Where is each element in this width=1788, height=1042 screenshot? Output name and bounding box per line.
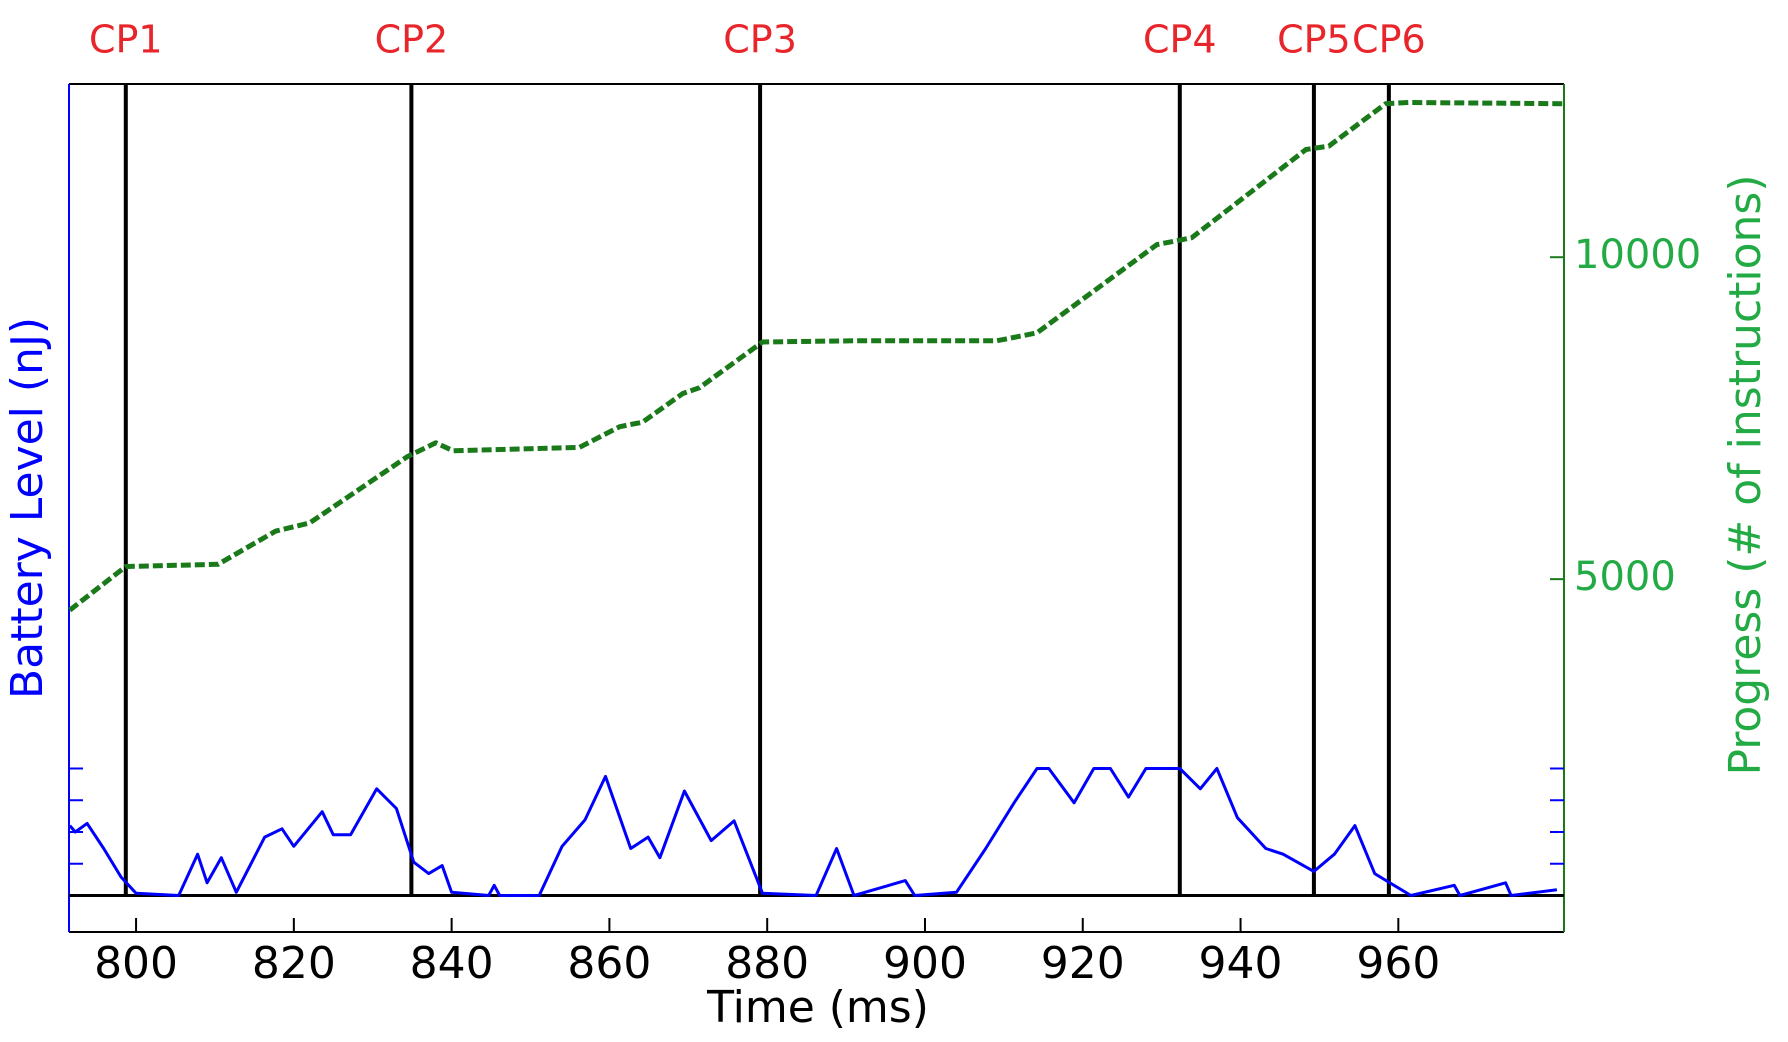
- y-axis-label: Battery Level (nJ): [2, 317, 53, 699]
- x-tick-label: 900: [883, 938, 967, 989]
- x-tick-label: 960: [1356, 938, 1440, 989]
- checkpoint-label: CP5: [1277, 18, 1351, 62]
- y2-tick-label: 10000: [1574, 232, 1701, 278]
- x-tick-label: 800: [94, 938, 178, 989]
- checkpoint-label: CP2: [375, 18, 449, 62]
- checkpoint-label: CP3: [723, 18, 797, 62]
- y2-axis-label: Progress (# of instructions): [1720, 174, 1771, 775]
- x-tick-label: 920: [1041, 938, 1125, 989]
- x-axis-label: Time (ms): [706, 982, 929, 1033]
- y2-tick-label: 5000: [1574, 554, 1676, 600]
- checkpoint-label: CP4: [1143, 18, 1217, 62]
- x-tick-label: 940: [1199, 938, 1283, 989]
- checkpoint-label: CP6: [1352, 18, 1426, 62]
- checkpoint-label: CP1: [89, 18, 163, 62]
- x-tick-label: 840: [410, 938, 494, 989]
- series-line: [68, 100, 1564, 613]
- x-tick-label: 820: [252, 938, 336, 989]
- x-tick-label: 860: [567, 938, 651, 989]
- x-tick-label: 880: [725, 938, 809, 989]
- series-line: [68, 767, 1558, 897]
